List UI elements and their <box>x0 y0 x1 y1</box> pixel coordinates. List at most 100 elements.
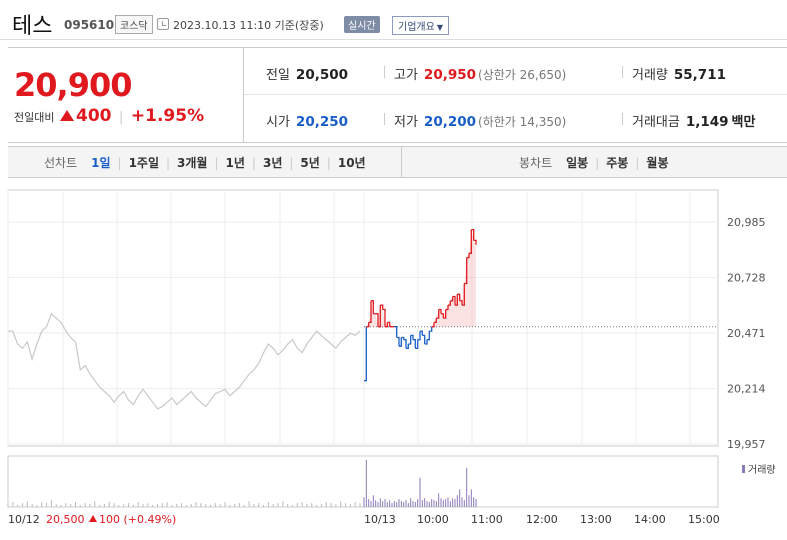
lower-limit: (하한가 14,350) <box>478 115 567 129</box>
current-price-box: 20,900 전일대비 400 | +1.95% <box>8 48 244 142</box>
upper-limit: (상한가 26,650) <box>478 68 567 82</box>
today-up-segment <box>462 283 465 306</box>
today-up-segment <box>368 300 372 324</box>
trading-amount: 거래대금 1,149 백만 <box>632 111 755 130</box>
tab-weekly[interactable]: 주봉 <box>606 156 629 170</box>
day-high-label: 고가 <box>394 68 418 83</box>
tab-3m[interactable]: 3개월 <box>177 156 208 170</box>
today-up-segment <box>438 308 442 314</box>
tab-monthly[interactable]: 월봉 <box>646 156 669 170</box>
open-value: 20,250 <box>295 114 349 130</box>
stock-code: 095610 <box>64 18 115 32</box>
tab-1y[interactable]: 1년 <box>225 156 245 170</box>
volume-value: 55,711 <box>673 67 726 83</box>
candle-chart-tabs: 봉차트 일봉 | 주봉 | 월봉 <box>519 156 669 170</box>
today-down-segment <box>427 331 430 341</box>
up-triangle-icon <box>89 515 97 522</box>
today-down-segment <box>394 326 398 338</box>
y-tick-label: 20,728 <box>727 272 766 285</box>
today-down-segment <box>417 331 421 341</box>
price-summary: 20,900 전일대비 400 | +1.95% 전일 20,500 고가 20,9… <box>8 47 787 143</box>
volume-legend-label: 거래량 <box>748 464 776 476</box>
prev-day-change: 100 (+0.49%) <box>99 513 176 526</box>
today-up-segment <box>466 253 470 259</box>
y-tick-label: 19,957 <box>727 438 766 451</box>
today-down-segment <box>399 337 402 347</box>
open-label: 시가 <box>266 115 290 130</box>
today-down-segment <box>403 339 407 349</box>
x-tick-label: 10/13 <box>364 513 396 526</box>
today-up-segment <box>371 300 374 314</box>
day-low: 저가 20,200 (하한가 14,350) <box>394 111 566 130</box>
x-tick-label: 10/12 <box>8 513 40 526</box>
today-down-segment <box>408 335 412 345</box>
today-down-segment <box>406 344 409 349</box>
today-up-segment <box>455 294 458 306</box>
change-row: 전일대비 400 | +1.95% <box>14 106 204 126</box>
today-up-segment <box>464 257 468 285</box>
today-up-segment <box>473 239 477 245</box>
today-up-segment <box>387 321 391 327</box>
volume-legend-swatch <box>742 465 745 473</box>
candle-chart-head: 봉차트 <box>519 156 553 170</box>
prev-close-value: 20,500 <box>295 67 349 83</box>
divider: | <box>118 110 124 125</box>
tab-1d[interactable]: 1일 <box>91 156 111 170</box>
tab-3y[interactable]: 3년 <box>262 156 283 170</box>
x-tick-label: 14:00 <box>634 513 666 526</box>
tab-1w[interactable]: 1주일 <box>128 156 159 170</box>
divider <box>622 113 623 125</box>
change-amount: 400 <box>75 106 112 126</box>
today-up-segment <box>457 293 461 301</box>
day-low-value: 20,200 <box>423 114 477 130</box>
volume: 거래량 55,711 <box>632 64 726 83</box>
prev-day-price: 20,500 <box>46 513 85 526</box>
quote-datetime: 2023.10.13 11:10 기준(장중) <box>173 19 324 32</box>
realtime-button[interactable]: 실시간 <box>344 16 380 33</box>
day-high-value: 20,950 <box>423 67 477 83</box>
tab-10y[interactable]: 10년 <box>337 156 366 170</box>
y-tick-label: 20,985 <box>727 216 766 229</box>
clock-icon <box>157 18 169 30</box>
today-up-segment <box>450 296 454 302</box>
divider <box>384 113 385 125</box>
change-percent: +1.95% <box>130 106 205 126</box>
today-up-segment <box>378 305 381 328</box>
tab-daily[interactable]: 일봉 <box>566 156 589 170</box>
y-tick-label: 20,214 <box>727 383 766 396</box>
current-price: 20,900 <box>14 66 132 104</box>
today-up-segment <box>452 295 456 306</box>
change-label: 전일대비 <box>14 111 55 124</box>
today-up-segment <box>469 229 472 254</box>
today-up-segment <box>459 300 463 306</box>
open-price: 시가 20,250 <box>266 111 348 130</box>
today-up-segment <box>445 305 449 311</box>
today-down-segment <box>415 339 419 349</box>
plot-frame <box>7 189 719 447</box>
line-chart-head: 선차트 <box>44 156 78 170</box>
up-area-fill <box>364 229 476 327</box>
stats-row-2: 시가 20,250 저가 20,200 (하한가 14,350) 거래대금 1,149 백… <box>244 95 787 142</box>
day-high: 고가 20,950 (상한가 26,650) <box>394 64 566 83</box>
price-chart[interactable]: 20,985 20,728 20,471 20,214 19,957 거래량 10/12 10… <box>0 180 787 540</box>
company-overview-label: 기업개요 <box>398 22 435 33</box>
today-down-segment <box>424 339 428 345</box>
today-down-segment <box>410 334 414 340</box>
tab-5y[interactable]: 5년 <box>300 156 320 170</box>
today-up-segment <box>471 228 475 241</box>
today-up-segment <box>436 309 440 319</box>
x-tick-label: 12:00 <box>526 513 558 526</box>
today-up-segment <box>366 322 370 328</box>
today-down-segment <box>422 334 426 344</box>
line-chart-tabs: 선차트 1일 | 1주일 | 3개월 | 1년 | 3년 | 5년 | 10년 <box>44 156 366 170</box>
today-up-segment <box>375 313 379 327</box>
x-tick-label: 11:00 <box>471 513 503 526</box>
company-overview-button[interactable]: 기업개요 ▼ <box>392 16 449 35</box>
amount-value: 1,149 <box>685 114 729 130</box>
stats-row-1: 전일 20,500 고가 20,950 (상한가 26,650) 거래량 55,711 <box>244 48 787 95</box>
price-chart-svg: 20,985 20,728 20,471 20,214 19,957 거래량 10/12 10… <box>7 189 776 526</box>
today-down-segment <box>364 326 367 382</box>
stock-name: 테스 <box>12 14 53 39</box>
day-low-label: 저가 <box>394 115 418 130</box>
today-up-segment <box>443 309 447 319</box>
